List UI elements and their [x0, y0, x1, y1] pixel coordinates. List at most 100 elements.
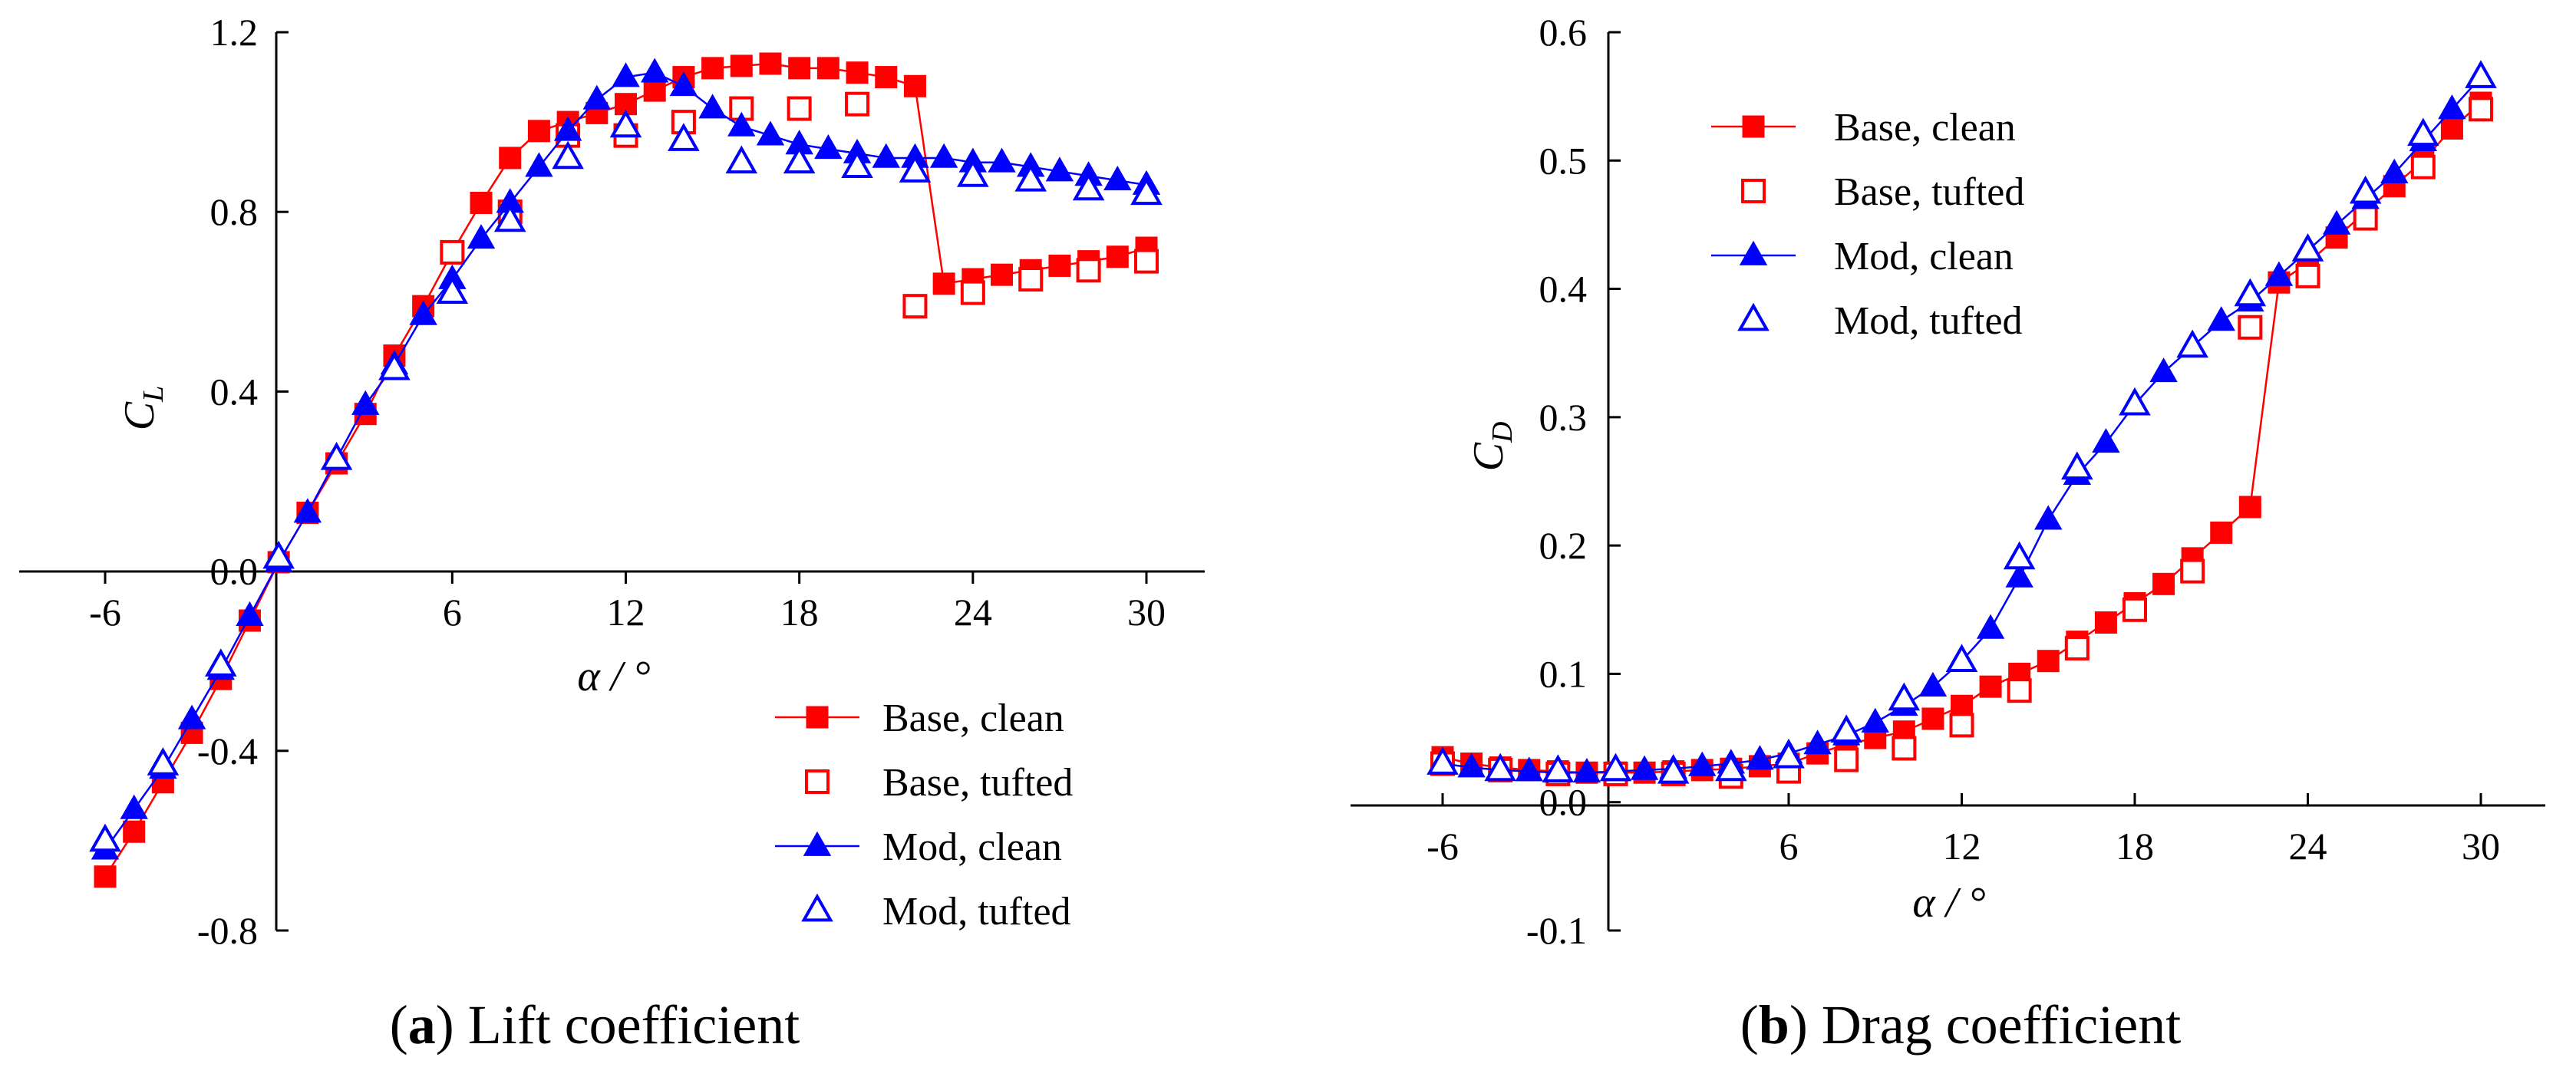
lift-legend-base-tufted-marker: [805, 769, 830, 794]
lift-base-clean-point: [846, 61, 869, 84]
drag-base-tufted-point: [1834, 747, 1859, 772]
drag-mod-tufted-point: [1657, 755, 1690, 784]
lift-y-tick-label: -0.8: [197, 909, 258, 952]
lift-base-clean-point: [643, 79, 666, 102]
drag-base-tufted-point: [1892, 736, 1917, 761]
lift-base-clean-point: [94, 865, 117, 888]
drag-mod-tufted-point: [1945, 644, 1978, 673]
drag-chart: -6 6 12 18 24 30 -0.1 0.0 0.1 0.2 0.3 0.4 0.5 0.6 α /…: [1351, 11, 2545, 1056]
drag-legend-base-clean-marker: [1742, 115, 1765, 138]
drag-legend-mod-clean-label: Mod, clean: [1834, 235, 2014, 278]
lift-base-clean-point: [903, 74, 926, 97]
drag-base-tufted-point: [2064, 635, 2089, 660]
drag-mod-clean-point: [1688, 751, 1717, 776]
drag-mod-clean-point: [1976, 614, 2005, 639]
drag-mod-tufted-point: [2176, 329, 2208, 358]
lift-mod-clean-point: [351, 390, 380, 415]
lift-legend-mod-tufted-marker: [801, 893, 833, 922]
drag-base-clean-point: [2238, 496, 2261, 519]
lift-y-tick-label: 0.4: [210, 370, 259, 413]
drag-base-tufted-point: [2007, 678, 2032, 703]
lift-base-clean-point: [932, 272, 955, 295]
drag-base-tufted-point: [2122, 597, 2147, 622]
drag-mod-tufted-point: [1542, 754, 1575, 782]
drag-mod-clean-point: [1746, 745, 1774, 770]
drag-mod-clean-point: [1457, 753, 1486, 778]
drag-base-tufted-point: [2238, 315, 2263, 340]
drag-mod-clean-point: [1630, 755, 1659, 780]
svg-text:CL: CL: [116, 386, 170, 431]
lift-x-tick-label: 18: [780, 591, 819, 634]
lift-base-clean-point: [499, 147, 522, 170]
lift-mod-clean-point: [872, 143, 900, 168]
lift-mod-clean-point: [929, 143, 958, 168]
lift-mod-tufted-series: [89, 109, 1163, 852]
drag-y-tick-label: 0.3: [1539, 396, 1588, 439]
drag-caption-text: Drag coefficient: [1822, 994, 2181, 1056]
lift-base-tufted-point: [960, 280, 985, 305]
drag-mod-tufted-point: [2061, 451, 2093, 480]
lift-legend-base-tufted: Base, tufted: [805, 761, 1073, 805]
lift-mod-tufted-point: [493, 203, 526, 232]
drag-mod-tufted-point: [2003, 541, 2036, 570]
drag-base-tufted-point: [2295, 263, 2320, 288]
lift-x-tick-label: 30: [1127, 591, 1166, 634]
lift-base-clean-point: [759, 52, 782, 75]
drag-base-tufted-point: [2469, 97, 2493, 122]
drag-mod-clean-point: [2005, 562, 2033, 588]
drag-base-clean-point: [2210, 521, 2233, 544]
lift-base-tufted-point: [1076, 258, 1101, 283]
lift-x-tick-label: 24: [954, 591, 992, 634]
drag-legend-base-clean-label: Base, clean: [1834, 106, 2016, 150]
drag-caption: (b) Drag coefficient: [1740, 994, 2181, 1056]
lift-base-clean-point: [991, 263, 1014, 286]
drag-x-tick-label: 12: [1943, 825, 1981, 868]
lift-mod-tufted-point: [783, 145, 816, 174]
lift-mod-tufted-point: [320, 441, 353, 470]
lift-y-tick-label: 0.8: [210, 190, 259, 233]
lift-base-tufted-point: [787, 96, 812, 121]
drag-mod-tufted-point: [2291, 233, 2324, 262]
lift-legend-base-clean-marker: [806, 706, 829, 729]
lift-base-tufted-point: [440, 239, 465, 265]
lift-mod-clean-point: [669, 71, 698, 97]
drag-base-tufted-point: [1949, 713, 1974, 738]
lift-x-tick-label: -6: [89, 591, 121, 634]
lift-chart: -6 6 12 18 24 30-0.8-0.40.00.40.81.2 α / ° CL…: [19, 11, 1205, 1056]
lift-base-tufted-point: [1134, 249, 1159, 274]
drag-mod-tufted-point: [2119, 387, 2151, 416]
lift-mod-tufted-point: [725, 145, 758, 174]
drag-mod-clean-point: [2034, 505, 2063, 530]
drag-mod-clean-point: [2207, 306, 2235, 331]
lift-mod-tufted-point: [899, 154, 932, 183]
lift-y-axis-title: C: [116, 401, 163, 430]
lift-mod-tufted-point: [668, 123, 700, 151]
lift-mod-tufted-point: [1014, 163, 1047, 192]
lift-base-clean-point: [527, 120, 550, 143]
drag-base-clean-point: [2152, 572, 2175, 595]
svg-text:CD: CD: [1465, 422, 1519, 472]
lift-mod-tufted-point: [378, 351, 411, 380]
drag-legend-base-tufted: Base, tufted: [1741, 170, 2024, 214]
lift-mod-clean-point: [814, 133, 843, 160]
lift-mod-clean-point: [553, 116, 582, 141]
lift-mod-tufted-point: [841, 150, 873, 178]
lift-mod-tufted-point: [1130, 176, 1163, 206]
lift-mod-clean-point: [698, 94, 727, 119]
drag-mod-clean-point: [1515, 756, 1543, 782]
lift-base-clean-point: [1048, 254, 1071, 277]
drag-mod-tufted-point: [1599, 753, 1632, 782]
lift-mod-clean-point: [525, 152, 553, 177]
lift-base-tufted-point: [902, 294, 928, 319]
lift-x-axis-title: α / °: [577, 653, 650, 700]
lift-legend-base-tufted-label: Base, tufted: [882, 761, 1073, 805]
lift-mod-clean-point: [988, 147, 1016, 173]
lift-mod-clean-point: [756, 120, 785, 146]
drag-mod-clean-point: [1803, 730, 1832, 755]
drag-x-tick-label: 18: [2116, 825, 2154, 868]
drag-mod-clean-point: [2322, 209, 2351, 235]
lift-mod-clean-point: [120, 794, 148, 819]
drag-x-tick-label: 24: [2289, 825, 2327, 868]
lift-y-tick-label: -0.4: [197, 730, 258, 772]
lift-x-tick-label: 6: [443, 591, 462, 634]
